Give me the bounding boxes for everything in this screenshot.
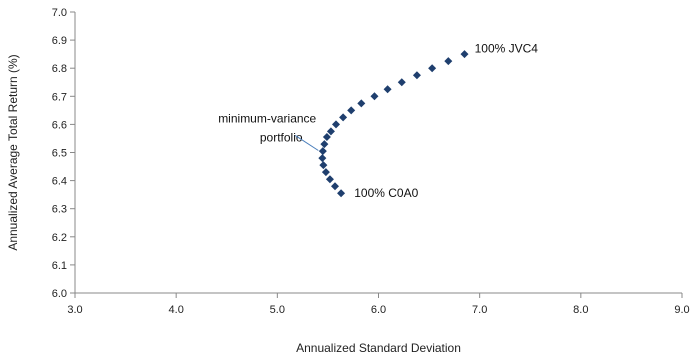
data-point (383, 85, 392, 94)
x-tick-label: 5.0 (270, 304, 285, 316)
y-tick-label: 6.6 (52, 119, 67, 131)
annotation-label-line: portfolio (260, 130, 303, 144)
x-tick-label: 8.0 (573, 304, 588, 316)
y-tick-label: 6.5 (52, 148, 67, 160)
data-point (320, 140, 329, 149)
x-tick-label: 6.0 (371, 304, 386, 316)
y-axis-title: Annualized Average Total Return (%) (6, 54, 20, 250)
y-tick-label: 6.7 (52, 91, 67, 103)
data-points (318, 50, 469, 198)
y-tick-label: 6.4 (52, 176, 67, 188)
data-point (444, 57, 453, 66)
data-point (397, 78, 406, 87)
annotation-label: 100% JVC4 (475, 42, 539, 56)
data-point (347, 106, 356, 115)
annotation-leader-line (294, 134, 319, 151)
data-point (460, 50, 469, 59)
data-point (330, 182, 339, 191)
x-tick-label: 7.0 (472, 304, 487, 316)
y-tick-label: 6.9 (52, 35, 67, 47)
y-tick-label: 6.3 (52, 204, 67, 216)
data-point (332, 120, 341, 129)
data-point (337, 189, 346, 198)
y-axis-ticks: 6.0 6.1 6.2 6.3 6.4 6.5 6.6 6.7 6.8 6.9 7.0 (52, 7, 75, 300)
y-tick-label: 6.2 (52, 232, 67, 244)
x-tick-label: 4.0 (169, 304, 184, 316)
y-tick-label: 6.0 (52, 288, 67, 300)
y-tick-label: 6.8 (52, 63, 67, 75)
x-tick-label: 3.0 (67, 304, 82, 316)
data-point (318, 154, 327, 163)
y-tick-label: 7.0 (52, 7, 67, 19)
data-point (412, 71, 421, 80)
annotation-label-line: minimum-variance (218, 111, 316, 125)
data-point (428, 64, 437, 73)
data-point (319, 161, 328, 170)
x-tick-label: 9.0 (674, 304, 689, 316)
annotation-label: 100% C0A0 (354, 186, 418, 200)
annotations: 100% JVC4 100% C0A0 minimum-variance portfo… (218, 42, 538, 201)
data-point (318, 147, 327, 156)
data-point (339, 113, 348, 122)
data-point (370, 92, 379, 101)
x-axis-ticks: 3.0 4.0 5.0 6.0 7.0 8.0 9.0 (67, 293, 690, 316)
data-point (326, 127, 335, 136)
data-point (321, 168, 330, 177)
data-point (357, 99, 366, 108)
x-axis-title: Annualized Standard Deviation (296, 341, 461, 355)
data-point (322, 133, 331, 142)
data-point (325, 175, 334, 184)
y-tick-label: 6.1 (52, 260, 67, 272)
